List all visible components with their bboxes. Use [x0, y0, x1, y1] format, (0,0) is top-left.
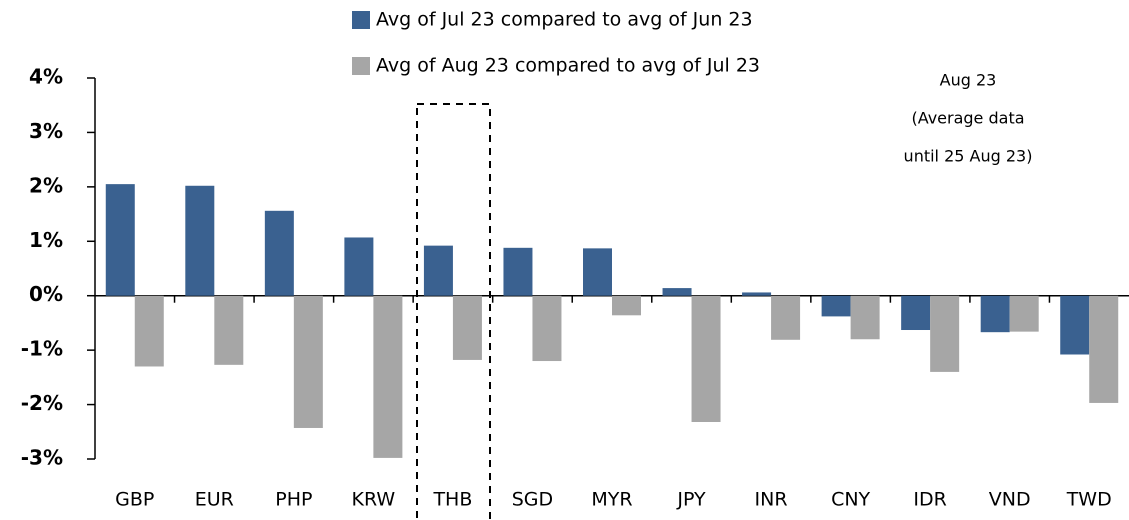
- bar: [293, 295, 323, 428]
- x-tick-label: PHP: [275, 489, 312, 511]
- bar: [612, 295, 641, 316]
- bar: [503, 247, 533, 296]
- y-tick-label: -2%: [21, 391, 63, 415]
- bar: [105, 184, 135, 296]
- bar: [423, 245, 453, 296]
- x-tick-label: VND: [989, 489, 1031, 511]
- bar: [1089, 295, 1119, 403]
- bar: [185, 185, 215, 296]
- legend-swatch: [352, 11, 370, 29]
- annotation: until 25 Aug 23): [904, 147, 1033, 166]
- bar: [771, 295, 801, 340]
- bar: [691, 295, 721, 422]
- y-tick-label: 2%: [29, 173, 63, 197]
- bar: [344, 237, 374, 296]
- x-tick-label: MYR: [591, 489, 632, 511]
- bar: [532, 295, 562, 362]
- bar: [452, 295, 482, 360]
- x-tick-label: THB: [432, 489, 472, 511]
- y-tick-label: 0%: [29, 282, 63, 306]
- x-tick-label: INR: [755, 489, 788, 511]
- bar: [1009, 295, 1039, 332]
- annotation: (Average data: [911, 109, 1024, 128]
- legend-label: Avg of Aug 23 compared to avg of Jul 23: [376, 55, 760, 77]
- x-tick-label: EUR: [195, 489, 234, 511]
- bar: [214, 295, 244, 365]
- bar: [1060, 295, 1090, 355]
- bar: [134, 295, 164, 367]
- y-tick-label: 1%: [29, 228, 63, 252]
- bar: [373, 295, 403, 458]
- x-tick-label: CNY: [831, 489, 870, 511]
- bar: [821, 295, 851, 317]
- x-tick-label: GBP: [115, 489, 154, 511]
- x-tick-label: TWD: [1066, 489, 1112, 511]
- bar: [742, 292, 772, 296]
- legend-swatch: [352, 57, 370, 75]
- bar: [901, 295, 931, 331]
- x-tick-label: JPY: [676, 489, 706, 511]
- bar: [980, 295, 1010, 333]
- y-tick-label: 3%: [29, 119, 63, 143]
- y-tick-label: -3%: [21, 446, 63, 470]
- legend-label: Avg of Jul 23 compared to avg of Jun 23: [376, 9, 753, 31]
- bar: [930, 295, 960, 372]
- x-tick-label: IDR: [913, 489, 946, 511]
- y-tick-label: 4%: [29, 65, 63, 89]
- x-tick-label: KRW: [352, 489, 396, 511]
- bar: [583, 248, 612, 296]
- bar: [264, 210, 294, 296]
- annotation: Aug 23: [940, 71, 997, 90]
- y-tick-label: -1%: [21, 337, 63, 361]
- x-tick-label: SGD: [512, 489, 553, 511]
- bar: [662, 288, 692, 296]
- bar: [850, 295, 880, 340]
